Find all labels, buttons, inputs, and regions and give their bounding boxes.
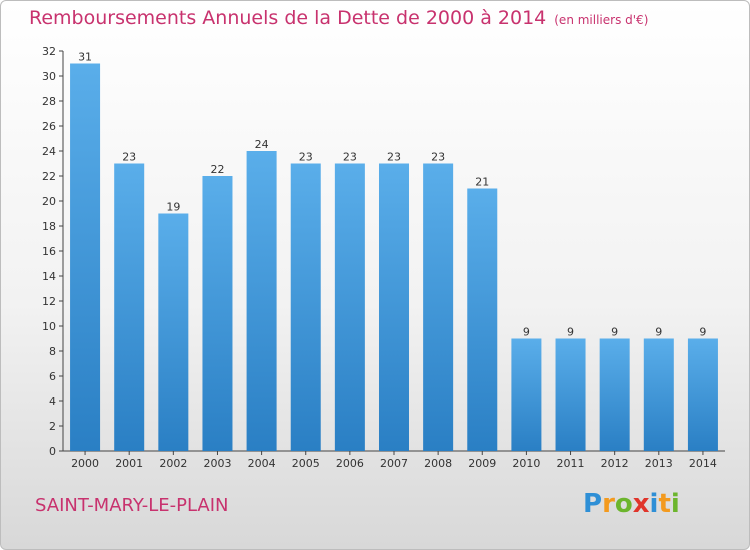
- x-tick-label: 2007: [380, 457, 408, 470]
- x-tick-label: 2012: [601, 457, 629, 470]
- data-label: 9: [699, 326, 706, 339]
- commune-name: SAINT-MARY-LE-PLAIN: [35, 495, 229, 516]
- chart-labels: 2000 31 2001 23 2002 19 2003 22 2004 24 2005 23 2006…: [71, 51, 717, 471]
- data-label: 23: [431, 151, 445, 164]
- logo-letter: t: [658, 489, 671, 519]
- data-label: 19: [166, 201, 180, 214]
- bar-2004: [246, 151, 277, 451]
- bar-2010: [511, 338, 542, 451]
- data-label: 24: [255, 138, 269, 151]
- data-label: 23: [299, 151, 313, 164]
- data-label: 31: [78, 51, 92, 64]
- chart-unit-text: (en milliers d'€): [554, 13, 649, 27]
- x-tick-label: 2006: [336, 457, 364, 470]
- bar-2009: [467, 188, 498, 451]
- y-tick-label: 2: [49, 420, 56, 433]
- data-label: 9: [567, 326, 574, 339]
- logo-letter: P: [583, 489, 603, 519]
- chart-title-text: Remboursements Annuels de la Dette de 20…: [29, 7, 547, 29]
- y-tick-label: 18: [42, 220, 56, 233]
- x-tick-label: 2000: [71, 457, 99, 470]
- logo-letter: i: [670, 489, 680, 519]
- y-tick-label: 26: [42, 120, 56, 133]
- bar-2005: [290, 163, 321, 451]
- bar-2007: [378, 163, 410, 451]
- bar-2001: [114, 163, 145, 451]
- logo-letter: o: [614, 489, 633, 519]
- y-tick-label: 22: [42, 170, 56, 183]
- x-tick-label: 2004: [248, 457, 276, 470]
- bar-2006: [334, 163, 365, 451]
- y-tick-label: 12: [42, 295, 56, 308]
- x-tick-label: 2009: [468, 457, 496, 470]
- logo-letter: r: [602, 489, 615, 519]
- y-tick-label: 30: [42, 70, 56, 83]
- data-label: 9: [655, 326, 662, 339]
- x-tick-label: 2010: [512, 457, 540, 470]
- y-tick-label: 10: [42, 320, 56, 333]
- x-tick-label: 2013: [645, 457, 673, 470]
- x-tick-label: 2001: [115, 457, 143, 470]
- chart-title: Remboursements Annuels de la Dette de 20…: [29, 7, 648, 29]
- x-tick-label: 2003: [203, 457, 231, 470]
- y-tick-label: 8: [49, 345, 56, 358]
- proxiti-logo: Proxiti: [583, 489, 680, 519]
- logo-letter: i: [649, 489, 659, 519]
- data-label: 21: [475, 176, 489, 189]
- chart-bars: [70, 63, 718, 451]
- y-tick-label: 4: [49, 395, 56, 408]
- y-tick-label: 32: [42, 45, 56, 58]
- y-tick-label: 20: [42, 195, 56, 208]
- y-tick-label: 14: [42, 270, 56, 283]
- y-tick-label: 24: [42, 145, 56, 158]
- data-label: 23: [122, 151, 136, 164]
- bar-2000: [70, 63, 101, 451]
- x-tick-label: 2014: [689, 457, 717, 470]
- bar-2011: [555, 338, 586, 451]
- logo-letter: x: [632, 489, 650, 519]
- data-label: 22: [210, 163, 224, 176]
- data-label: 23: [387, 151, 401, 164]
- y-tick-label: 0: [49, 445, 56, 458]
- y-tick-label: 16: [42, 245, 56, 258]
- data-label: 23: [343, 151, 357, 164]
- bar-2013: [643, 338, 674, 451]
- bar-2002: [158, 213, 189, 451]
- bar-2012: [599, 338, 630, 451]
- bar-2003: [202, 176, 233, 451]
- y-tick-label: 6: [49, 370, 56, 383]
- data-label: 9: [611, 326, 618, 339]
- data-label: 9: [523, 326, 530, 339]
- y-tick-label: 28: [42, 95, 56, 108]
- x-tick-label: 2005: [292, 457, 320, 470]
- bar-2008: [423, 163, 454, 451]
- x-tick-label: 2002: [159, 457, 187, 470]
- bar-2014: [687, 338, 718, 451]
- x-tick-label: 2011: [557, 457, 585, 470]
- x-tick-label: 2008: [424, 457, 452, 470]
